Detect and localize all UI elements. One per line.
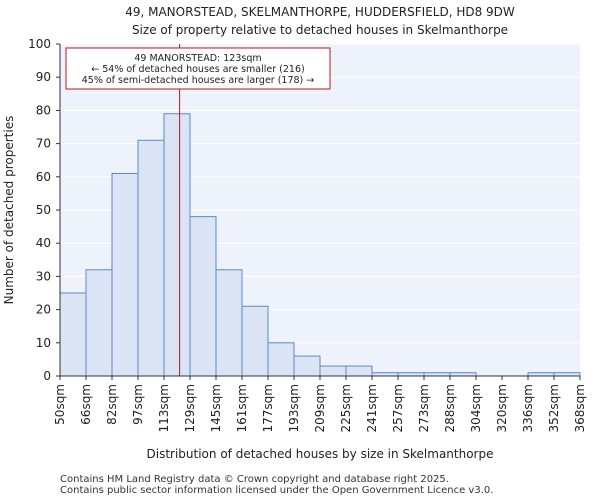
x-tick-label: 304sqm <box>469 384 483 432</box>
x-tick-label: 241sqm <box>365 384 379 432</box>
annotation-line-3: 45% of semi-detached houses are larger (… <box>82 75 315 86</box>
y-tick-label: 100 <box>28 37 51 51</box>
y-tick-label: 40 <box>36 236 51 250</box>
x-tick-label: 320sqm <box>495 384 509 432</box>
bar <box>111 172 139 377</box>
bar <box>319 365 347 377</box>
annotation-line-2: ← 54% of detached houses are smaller (21… <box>91 64 304 75</box>
y-tick-label: 80 <box>36 103 51 117</box>
x-tick-label: 66sqm <box>79 384 93 425</box>
footer-line-2: Contains public sector information licen… <box>60 485 494 496</box>
x-tick-label: 273sqm <box>417 384 431 432</box>
y-tick-label: 70 <box>36 137 51 151</box>
bars <box>59 113 581 377</box>
x-tick-label: 225sqm <box>339 384 353 432</box>
x-tick-label: 50sqm <box>53 384 67 425</box>
chart-title: 49, MANORSTEAD, SKELMANTHORPE, HUDDERSFI… <box>125 5 515 19</box>
bar <box>345 365 373 377</box>
footer: Contains HM Land Registry data © Crown c… <box>60 474 493 496</box>
bar <box>59 292 87 377</box>
annotation-box: 49 MANORSTEAD: 123sqm ← 54% of detached … <box>65 47 331 90</box>
x-tick-label: 82sqm <box>105 384 119 425</box>
annotation-line-1: 49 MANORSTEAD: 123sqm <box>134 53 261 64</box>
x-tick-label: 368sqm <box>573 384 587 432</box>
y-tick-label: 10 <box>36 336 51 350</box>
annotation-border <box>65 47 331 90</box>
y-axis-label: Number of detached properties <box>2 116 16 305</box>
bar <box>241 305 269 377</box>
bar <box>215 269 243 377</box>
x-tick-label: 145sqm <box>209 384 223 432</box>
y-tick-label: 20 <box>36 303 51 317</box>
x-tick-label: 288sqm <box>443 384 457 432</box>
x-tick-label: 352sqm <box>547 384 561 432</box>
x-tick-label: 113sqm <box>157 384 171 432</box>
bar <box>293 355 321 377</box>
bar <box>85 269 113 377</box>
x-tick-label: 161sqm <box>235 384 249 432</box>
x-tick-label: 209sqm <box>313 384 327 432</box>
bar <box>163 113 191 377</box>
x-tick-label: 193sqm <box>287 384 301 432</box>
y-tick-label: 60 <box>36 170 51 184</box>
axes: 0 10 20 30 40 50 60 70 80 90 100 50sqm 66sqm 82sqm 97s… <box>28 37 587 432</box>
y-tick-label: 30 <box>36 269 51 283</box>
x-tick-label: 336sqm <box>521 384 535 432</box>
x-tick-label: 129sqm <box>183 384 197 432</box>
x-tick-label: 97sqm <box>131 384 145 425</box>
chart-subtitle: Size of property relative to detached ho… <box>132 23 508 37</box>
y-tick-label: 50 <box>36 203 51 217</box>
bar <box>267 342 295 377</box>
x-axis-label: Distribution of detached houses by size … <box>147 447 494 461</box>
y-tick-label: 90 <box>36 70 51 84</box>
y-tick-label: 0 <box>43 369 51 383</box>
bar <box>137 139 165 377</box>
x-tick-label: 177sqm <box>261 384 275 432</box>
x-tick-label: 257sqm <box>391 384 405 432</box>
bar <box>189 216 217 377</box>
footer-line-1: Contains HM Land Registry data © Crown c… <box>60 474 449 485</box>
